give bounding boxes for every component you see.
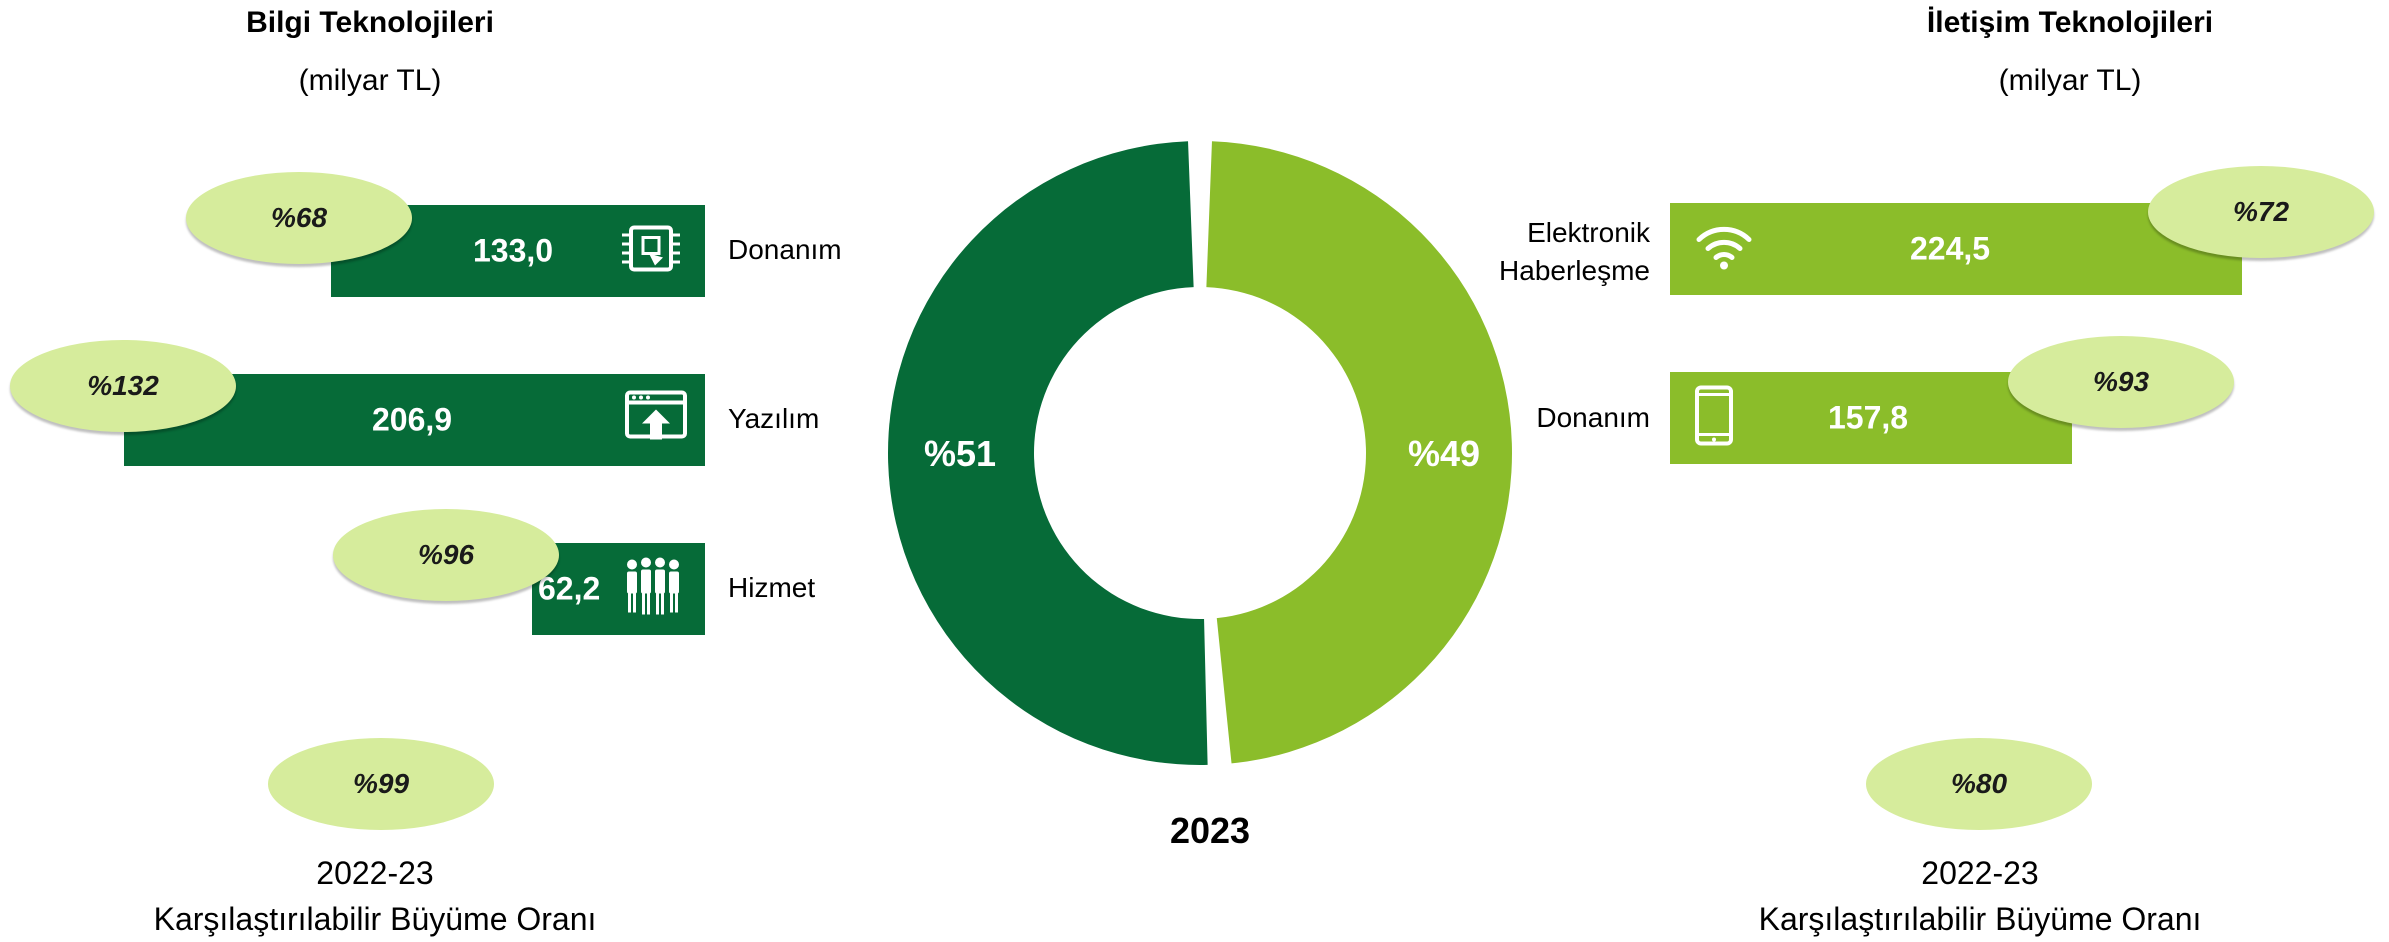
wifi-icon	[1694, 222, 1754, 277]
donut-slice-label-1: %49	[1408, 433, 1480, 474]
category-label-line: Elektronik	[1527, 217, 1650, 248]
left-cagr-text: Karşılaştırılabilir Büyüme Oranı	[153, 901, 597, 937]
growth-badge-elektronik: %72	[2148, 166, 2374, 258]
category-label-hizmet: Hizmet	[728, 572, 816, 603]
donut-chart: %51 %49	[888, 141, 1512, 765]
left-chart-title: Bilgi Teknolojileri	[246, 6, 494, 39]
left-cagr-years: 2022-23	[316, 855, 434, 891]
smartphone-icon	[1694, 385, 1734, 452]
category-label-iletisim-donanim: Donanım	[1536, 402, 1650, 433]
donut-slice-1	[1206, 141, 1512, 764]
left-cagr-label: 2022-23 Karşılaştırılabilir Büyüme Oranı	[100, 850, 650, 942]
total-growth-badge-iletisim: %80	[1866, 738, 2092, 830]
chip-icon	[619, 224, 683, 279]
left-unit-label: (milyar TL)	[298, 64, 442, 97]
donut-slice-label-0: %51	[924, 433, 996, 474]
bar-iletisim-donanim: 157,8	[1670, 372, 2072, 464]
right-cagr-label: 2022-23 Karşılaştırılabilir Büyüme Oranı	[1700, 850, 2260, 942]
bar-value-label: 224,5	[1910, 230, 1991, 267]
donut-slice-0	[888, 141, 1208, 765]
bar-iletisim-elektronik: 224,5	[1670, 203, 2242, 295]
people-group-icon	[622, 557, 688, 622]
bar-bilgi-hizmet: 62,2	[532, 543, 705, 635]
right-chart-title: İletişim Teknolojileri	[1926, 6, 2214, 39]
right-cagr-text: Karşılaştırılabilir Büyüme Oranı	[1758, 901, 2202, 937]
right-cagr-years: 2022-23	[1921, 855, 2039, 891]
growth-badge-iletisim-donanim: %93	[2008, 336, 2234, 428]
growth-badge-yazilim: %132	[10, 340, 236, 432]
donut-year-label: 2023	[1169, 810, 1251, 851]
total-growth-badge-bilgi: %99	[268, 738, 494, 830]
software-upload-icon	[624, 390, 688, 451]
bar-value-label: 157,8	[1828, 399, 1909, 436]
bar-value-label: 206,9	[372, 401, 453, 438]
right-unit-label: (milyar TL)	[1998, 64, 2142, 97]
category-label-line: Haberleşme	[1499, 255, 1650, 286]
growth-badge-donanim: %68	[186, 172, 412, 264]
growth-badge-hizmet: %96	[333, 509, 559, 601]
bar-value-label: 62,2	[538, 570, 601, 607]
category-label-elektronik-haberlesme: Elektronik Haberleşme	[1480, 214, 1650, 290]
category-label-donanim: Donanım	[728, 234, 842, 265]
bar-value-label: 133,0	[473, 232, 554, 269]
category-label-yazilim: Yazılım	[728, 403, 820, 434]
